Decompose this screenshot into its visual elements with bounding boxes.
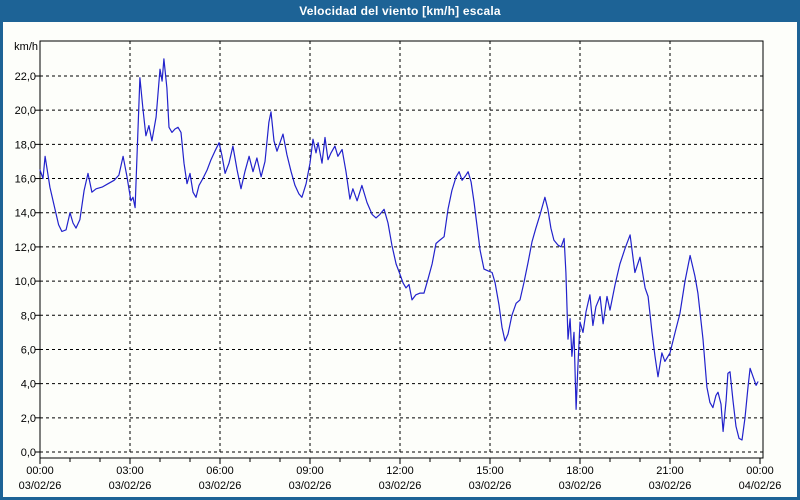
y-tick-label: 20,0	[15, 105, 36, 117]
x-tick-time-label: 00:00	[746, 465, 774, 477]
x-tick-date-label: 03/02/26	[19, 480, 62, 492]
y-tick-label: 16,0	[15, 174, 36, 186]
x-tick-date-label: 03/02/26	[109, 480, 152, 492]
y-tick-label: 10,0	[15, 276, 36, 288]
plot-frame	[39, 40, 764, 459]
x-tick-time-label: 00:00	[26, 465, 54, 477]
y-tick-label: 8,0	[21, 310, 36, 322]
window-border-bottom	[0, 497, 800, 500]
y-tick-label: 0,0	[21, 447, 36, 459]
x-tick-date-label: 03/02/26	[379, 480, 422, 492]
y-tick-label: 22,0	[15, 71, 36, 83]
x-tick-date-label: 03/02/26	[199, 480, 242, 492]
y-tick-label: 14,0	[15, 208, 36, 220]
window-border-left	[0, 22, 3, 500]
x-tick-time-label: 06:00	[206, 465, 234, 477]
y-tick-label: 2,0	[21, 413, 36, 425]
y-axis-unit-label: km/h	[14, 41, 38, 53]
x-tick-date-label: 03/02/26	[559, 480, 602, 492]
x-tick-time-label: 15:00	[476, 465, 504, 477]
x-tick-date-label: 03/02/26	[469, 480, 512, 492]
chart-title: Velocidad del viento [km/h] escala	[299, 4, 501, 18]
x-tick-time-label: 09:00	[296, 465, 324, 477]
x-tick-date-label: 04/02/26	[739, 480, 782, 492]
y-tick-label: 12,0	[15, 242, 36, 254]
wind-speed-series-line	[39, 58, 759, 441]
window-title-bar: Velocidad del viento [km/h] escala	[0, 0, 800, 22]
y-tick-label: 6,0	[21, 344, 36, 356]
x-tick-time-label: 18:00	[566, 465, 594, 477]
x-tick-date-label: 03/02/26	[649, 480, 692, 492]
x-tick-date-label: 03/02/26	[289, 480, 332, 492]
x-tick-time-label: 21:00	[656, 465, 684, 477]
x-tick-time-label: 03:00	[116, 465, 144, 477]
y-tick-label: 4,0	[21, 379, 36, 391]
y-tick-label: 18,0	[15, 139, 36, 151]
window-border-right	[797, 22, 800, 500]
x-tick-time-label: 12:00	[386, 465, 414, 477]
